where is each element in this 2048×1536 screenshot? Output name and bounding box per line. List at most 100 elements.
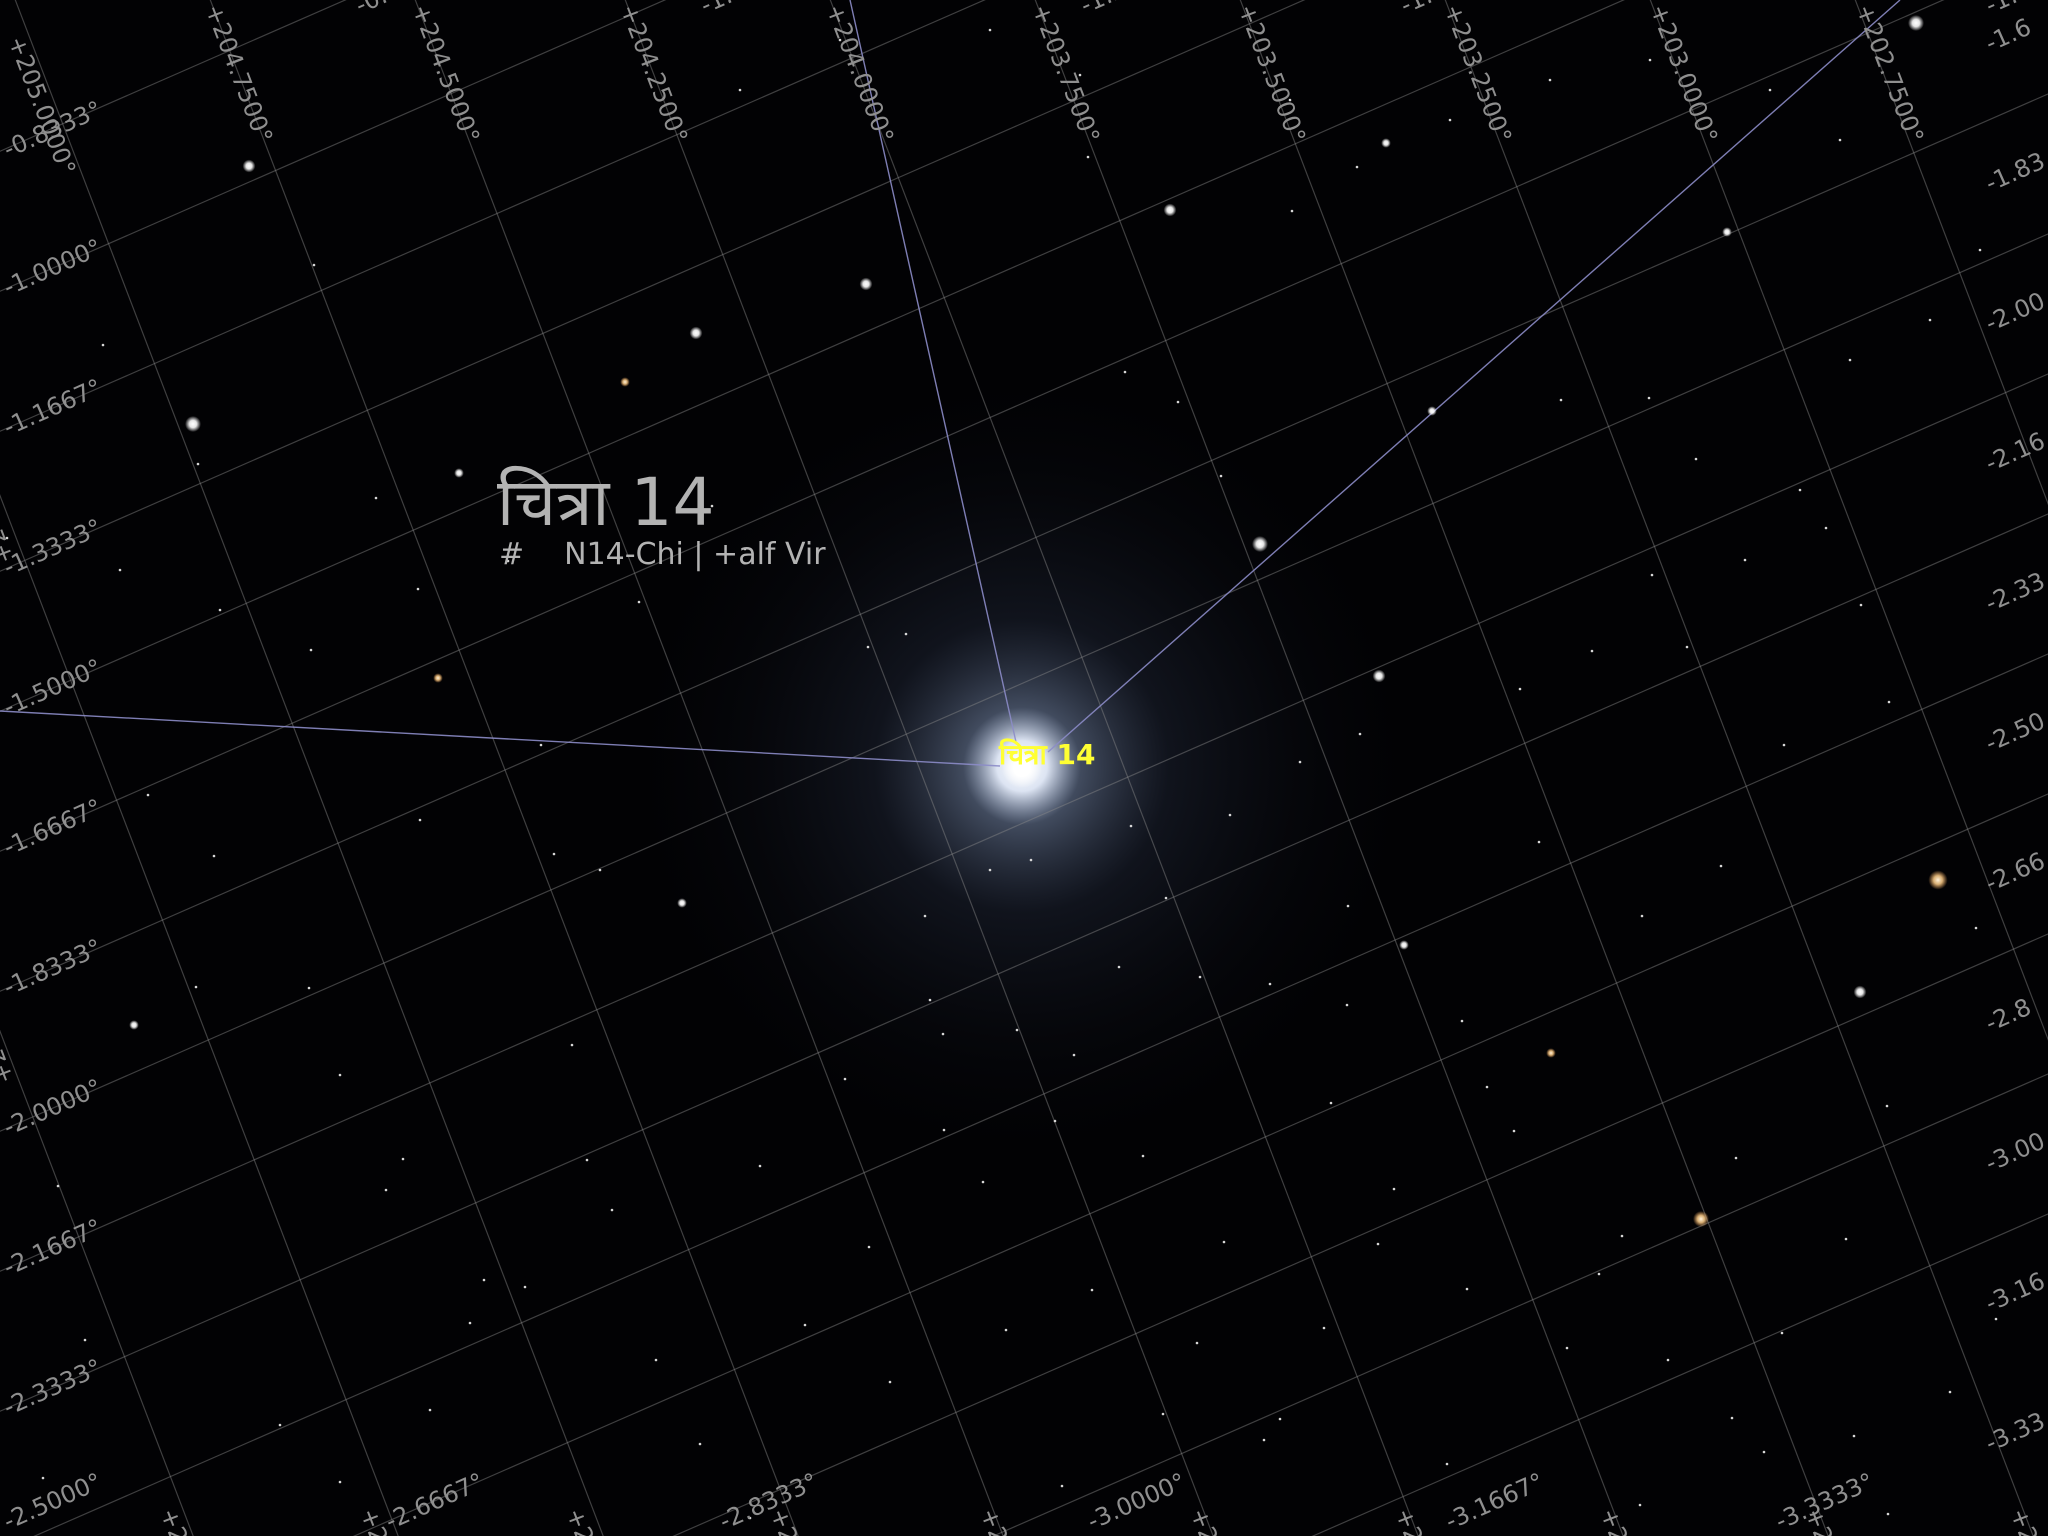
faint-star [1640, 914, 1644, 918]
star[interactable] [185, 416, 201, 432]
star[interactable] [1722, 227, 1732, 237]
faint-star [1734, 1156, 1738, 1160]
object-info-designations: # N14-Chi | +alf Vir [499, 540, 826, 570]
faint-star [309, 648, 313, 652]
faint-star [307, 986, 311, 990]
star[interactable] [454, 468, 464, 478]
faint-star [1730, 1416, 1734, 1420]
star[interactable] [1546, 1048, 1556, 1058]
faint-star [56, 1184, 60, 1188]
faint-star [218, 608, 222, 612]
star[interactable] [242, 159, 256, 173]
faint-star [1345, 1003, 1349, 1007]
grid-label-longitude: +203.0000° [1644, 0, 1723, 147]
faint-star [1485, 1085, 1489, 1089]
faint-star [1666, 1358, 1670, 1362]
object-info-designation-text: N14-Chi | +alf Vir [564, 537, 826, 572]
faint-star [1743, 558, 1747, 562]
star[interactable] [1372, 669, 1386, 683]
selected-star-center[interactable] [1013, 759, 1031, 777]
faint-star [598, 868, 602, 872]
grid-label-latitude: -1.8333° [0, 933, 106, 1001]
faint-star [384, 1188, 388, 1192]
grid-label-latitude-partial: -1.2 [1076, 0, 1130, 19]
star[interactable] [689, 326, 703, 340]
faint-star [1978, 248, 1982, 252]
faint-star [1161, 1412, 1165, 1416]
faint-star [981, 1180, 985, 1184]
faint-star [1029, 858, 1033, 862]
faint-star [585, 1158, 589, 1162]
faint-star [1887, 700, 1891, 704]
star[interactable] [677, 898, 687, 908]
grid-label-bottom: +203.2 [2004, 1504, 2048, 1536]
faint-star [1298, 760, 1302, 764]
faint-star [1262, 1438, 1266, 1442]
grid-label-latitude: -1.6 [1981, 13, 2035, 58]
faint-star [1719, 864, 1723, 868]
star[interactable] [1908, 15, 1924, 31]
star[interactable] [1399, 940, 1409, 950]
star[interactable] [1381, 138, 1391, 148]
faint-star [1090, 1288, 1094, 1292]
faint-star [1290, 209, 1294, 213]
faint-star [338, 1073, 342, 1077]
grid-label-latitude: -2.0000° [0, 1073, 106, 1141]
faint-star [1559, 398, 1563, 402]
faint-star [1548, 78, 1552, 82]
grid-label-bottom: -2.8333° [715, 1467, 822, 1535]
grid-label-longitude: +204.7500° [199, 0, 278, 147]
faint-star [1164, 896, 1168, 900]
grid-label-latitude: -2.5000° [0, 1467, 106, 1535]
grid-label-latitude: -2.3333° [0, 1353, 106, 1421]
constellation-lines [0, 0, 1901, 767]
grid-label-longitude: +203.7500° [1026, 0, 1105, 147]
faint-star [1648, 58, 1652, 62]
selected-star-label[interactable]: चित्रा 14 [999, 738, 1096, 771]
star[interactable] [1427, 406, 1437, 416]
star[interactable] [1693, 1211, 1709, 1227]
grid-label-longitude: +203.2500° [1438, 0, 1517, 147]
faint-star [1198, 975, 1202, 979]
faint-star [1590, 649, 1594, 653]
faint-star [278, 1423, 282, 1427]
grid-label-bottom: -3.0000° [1083, 1467, 1190, 1535]
star[interactable] [433, 673, 443, 683]
faint-star [1798, 488, 1802, 492]
star[interactable] [859, 277, 873, 291]
faint-star [41, 1476, 45, 1480]
faint-star [928, 998, 932, 1002]
faint-star [196, 462, 200, 466]
faint-star [1392, 1187, 1396, 1191]
grid-label-latitude: -2.16 [1981, 427, 2048, 478]
grid-label-latitude: -2.8 [1981, 993, 2035, 1038]
star[interactable] [1163, 203, 1177, 217]
faint-star [1288, 98, 1292, 102]
grid-label-latitude: -2.1667° [0, 1213, 106, 1281]
faint-star [1565, 1346, 1569, 1350]
faint-star [1141, 1154, 1145, 1158]
grid-label-latitude: -3.16 [1981, 1267, 2048, 1318]
star[interactable] [1853, 985, 1867, 999]
faint-star [194, 985, 198, 989]
star[interactable] [129, 1020, 139, 1030]
faint-star [748, 1516, 752, 1520]
faint-star [1886, 1512, 1890, 1516]
faint-star [988, 868, 992, 872]
faint-star [1848, 358, 1852, 362]
faint-star [710, 504, 714, 508]
faint-star [1638, 1503, 1642, 1507]
faint-star [838, 38, 842, 42]
faint-star [1768, 88, 1772, 92]
faint-star [1219, 474, 1223, 478]
star[interactable] [620, 377, 630, 387]
star[interactable] [1252, 536, 1268, 552]
star[interactable] [1928, 870, 1948, 890]
faint-star [1195, 1341, 1199, 1345]
faint-star [1537, 840, 1541, 844]
grid-label-bottom: +205.5 [154, 1504, 212, 1536]
faint-star [1322, 1326, 1326, 1330]
faint-star [758, 1164, 762, 1168]
